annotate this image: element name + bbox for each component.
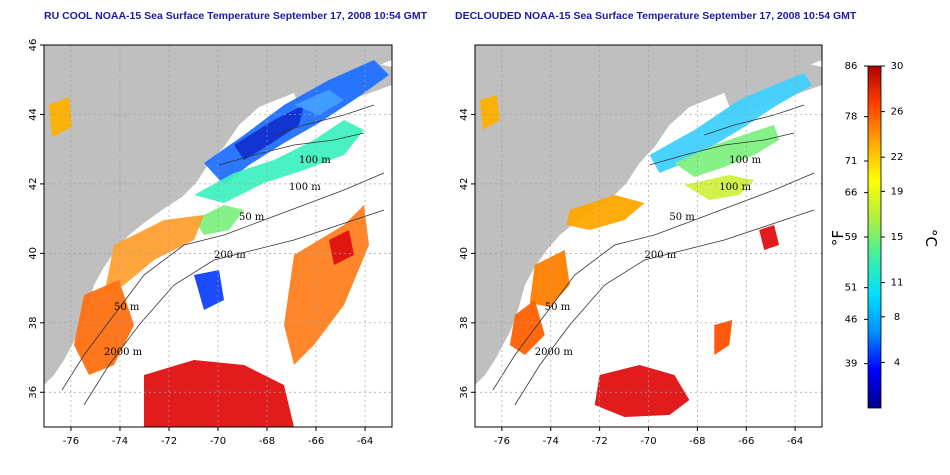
lon-tick-label: -76 [494,436,510,447]
sst-cold-nova-scotia [294,90,344,115]
sst-very-cold-band [234,105,304,160]
colorbar-f-unit: °F [829,230,847,246]
bathymetry-contour [649,132,795,166]
colorbar-c-label: 8 [894,312,900,323]
lat-tick-label: 44 [459,108,470,121]
left-map-title: RU COOL NOAA-15 Sea Surface Temperature … [44,10,428,22]
sst-cold-cloud-patch [194,270,224,310]
lon-tick-label: -68 [259,436,275,447]
contour-label: 50 m [239,212,265,223]
lon-tick-label: -70 [640,436,656,447]
colorbar-f-label: 66 [845,188,858,199]
lat-tick-label: 42 [28,178,39,191]
lat-tick-label: 40 [28,247,39,260]
lat-tick-label: 36 [459,386,470,399]
lon-tick-label: -68 [689,436,705,447]
lat-tick-label: 36 [28,386,39,399]
contour-label: 2000 m [104,347,143,358]
sst-warm-lake [49,97,72,137]
contour-label: 50 m [669,212,695,223]
sst-cold-gulf-maine [649,73,812,173]
colorbar-f-label: 71 [845,156,858,167]
lon-tick-label: -66 [738,436,754,447]
colorbar-gradient [867,65,882,409]
colorbar-f-label: 46 [845,314,858,325]
lon-tick-label: -74 [543,436,559,447]
lon-tick-label: -66 [308,436,324,447]
colorbar-f-label: 39 [845,359,858,370]
bathymetry-contour [218,132,365,166]
temperature-colorbar: 30 26 22 19 15 11 8 4 86 78 71 66 59 51 46 39 °F °C [829,61,940,409]
bathymetry-contour [492,172,815,391]
colorbar-c-label: 19 [891,186,904,197]
lat-tick-label: 38 [459,316,470,329]
lon-tick-label: -74 [112,436,128,447]
sst-warm-midatlantic [529,250,570,307]
lat-tick-label: 44 [28,108,39,121]
lon-tick-label: -72 [591,436,607,447]
sst-mild-shelf [194,205,244,235]
sst-hot-eddy [329,230,354,265]
bathymetry-contour [273,104,375,136]
lat-tick-label: 42 [459,178,470,191]
contour-label: 2000 m [535,347,574,358]
contour-label: 100 m [299,155,331,166]
left-map-panel: 100 m 100 m 50 m 200 m 50 m 2000 m -76 -74 -72 -7… [28,39,393,447]
sst-cool-georges-bank [674,125,780,177]
contour-label: 100 m [289,182,321,193]
sst-warm-eddy [714,320,733,355]
map-area: 100 m 100 m 50 m 200 m 50 m 2000 m [475,45,822,427]
colorbar-c-unit: °C [922,229,940,247]
colorbar-f-label: 78 [845,112,858,123]
lat-tick-label: 46 [28,39,39,52]
lon-tick-label: -72 [161,436,177,447]
contour-label: 50 m [545,302,571,313]
contour-label: 100 m [719,182,751,193]
bathymetry-contour [514,209,815,406]
map-area: 100 m 100 m 50 m 200 m 50 m 2000 m [44,45,392,427]
sst-warm-lake [480,95,500,130]
colorbar-c-label: 22 [891,152,904,163]
colorbar-f-label: 59 [845,232,858,243]
lat-tick-label: 38 [28,316,39,329]
colorbar-c-label: 4 [894,357,900,368]
bathymetry-contour [61,172,385,391]
bathymetry-contour [83,209,385,406]
sst-hot-eddy [759,225,780,250]
sst-warm-chesapeake [509,300,545,355]
sst-mild-shelf [684,175,755,200]
colorbar-c-label: 11 [891,278,904,289]
colorbar-c-label: 26 [891,107,904,118]
contour-label: 50 m [114,302,140,313]
colorbar-c-label: 30 [891,61,904,72]
lon-tick-label: -64 [357,436,373,447]
lat-tick-label: 40 [459,247,470,260]
sst-hot-gulf-stream [594,365,690,417]
colorbar-c-label: 15 [891,232,904,243]
land-mass [44,45,392,385]
contour-label: 100 m [729,155,761,166]
colorbar-f-label: 51 [845,283,858,294]
contour-label: 200 m [645,250,677,261]
lon-tick-label: -76 [63,436,79,447]
right-map-title: DECLOUDED NOAA-15 Sea Surface Temperatur… [455,10,857,22]
lon-tick-label: -64 [787,436,803,447]
sst-warm-nj-shelf [104,215,204,295]
sst-warm-nj-shelf [566,195,645,230]
lon-tick-label: -70 [210,436,226,447]
colorbar-f-label: 86 [845,61,858,72]
contour-label: 200 m [214,250,246,261]
right-map-panel: 100 m 100 m 50 m 200 m 50 m 2000 m -76 -74 -72 -7… [459,44,823,447]
sst-hot-gulf-stream [144,360,294,427]
bathymetry-contour [704,104,805,136]
land-mass [475,45,822,385]
sst-cool-georges-bank [194,120,364,203]
